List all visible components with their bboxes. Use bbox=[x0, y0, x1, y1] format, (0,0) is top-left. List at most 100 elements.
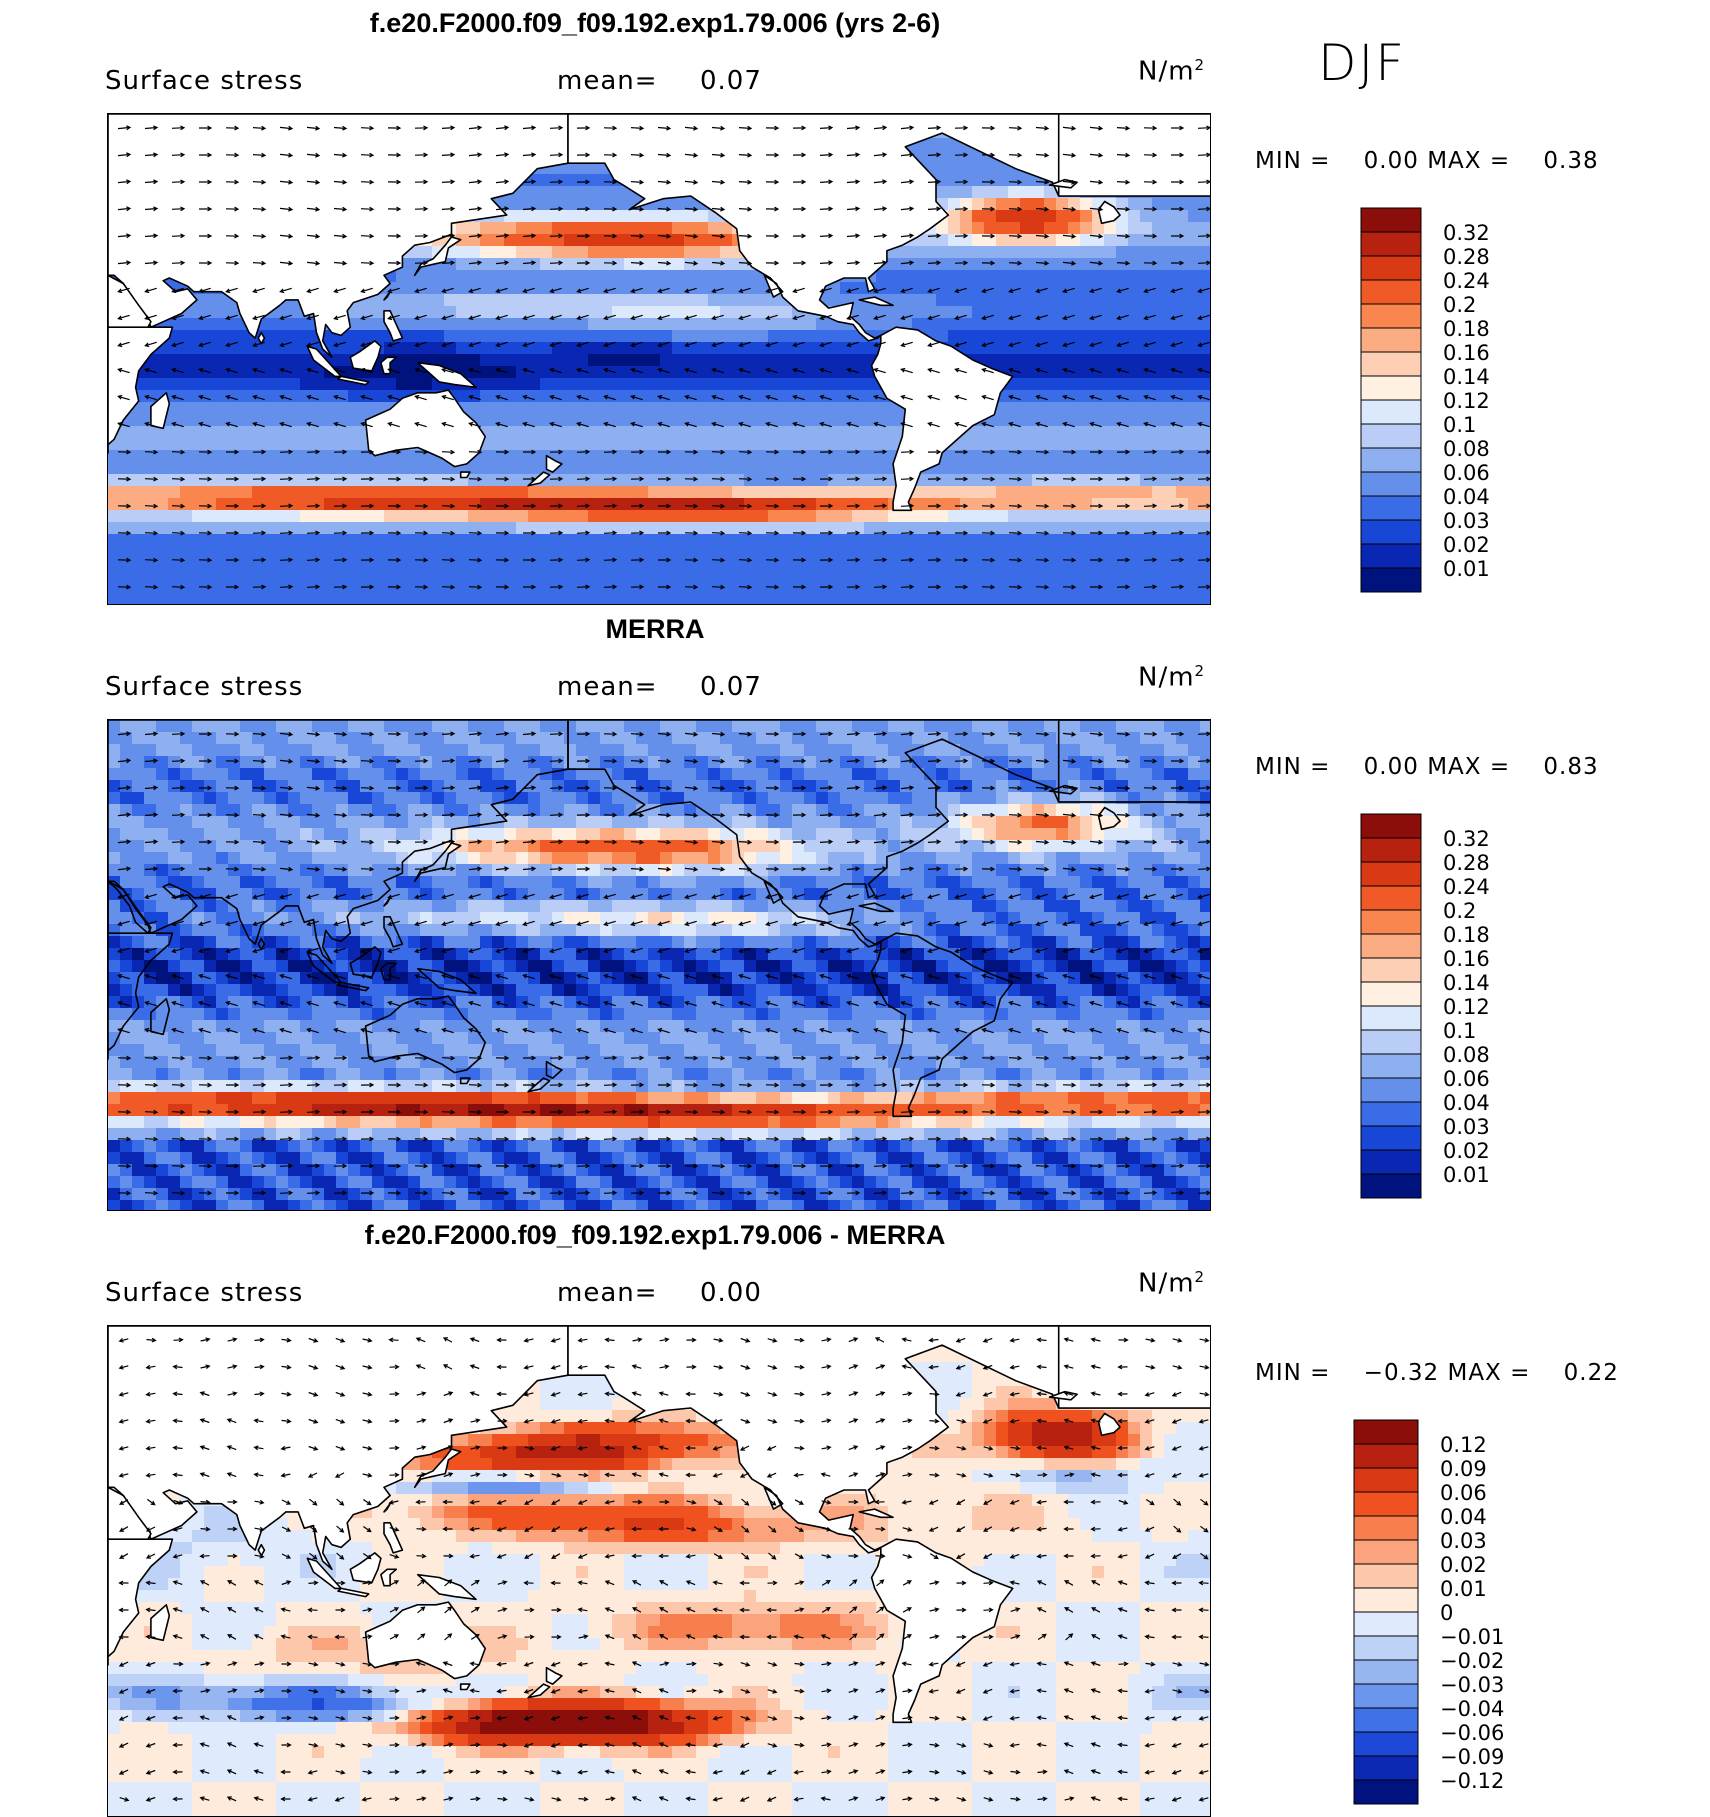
coastline-tasmania bbox=[459, 1683, 471, 1691]
colorbar-swatch bbox=[1353, 1731, 1419, 1757]
coastline-arabiaHorn bbox=[108, 1486, 152, 1540]
colorbar-swatch bbox=[1353, 1635, 1419, 1661]
coastline-australia bbox=[364, 1601, 486, 1680]
coastline-greenlandGap bbox=[1057, 1326, 1210, 1409]
colorbar-tick-label: −0.12 bbox=[1440, 1769, 1504, 1793]
colorbar-tick-label: −0.03 bbox=[1440, 1673, 1504, 1697]
colorbar-swatch bbox=[1360, 423, 1422, 449]
colorbar-tick-label: 0.2 bbox=[1443, 293, 1476, 317]
panel-obs: MERRA Surface stress mean= 0.07 N/m2 MIN… bbox=[0, 606, 1710, 1211]
coastline-japan bbox=[413, 1448, 462, 1489]
colorbar-swatch bbox=[1353, 1443, 1419, 1469]
colorbar-swatch bbox=[1360, 351, 1422, 377]
coastline-eurasia bbox=[108, 720, 569, 965]
colorbar-swatch bbox=[1360, 1101, 1422, 1127]
coastline-greenlandGap bbox=[1057, 114, 1210, 197]
colorbar-swatch bbox=[1353, 1683, 1419, 1709]
colorbar-tick-label: 0.24 bbox=[1443, 875, 1490, 899]
colorbar-swatch bbox=[1360, 1005, 1422, 1031]
colorbar-tick-label: 0.14 bbox=[1443, 365, 1490, 389]
coastline-srilanka bbox=[257, 937, 266, 951]
colorbar-swatch bbox=[1360, 471, 1422, 497]
colorbar-tick-label: 0.18 bbox=[1443, 317, 1490, 341]
colorbar-tick-label: 0.1 bbox=[1443, 1019, 1476, 1043]
colorbar-swatch bbox=[1353, 1563, 1419, 1589]
colorbar-tick-label: 0.28 bbox=[1443, 245, 1490, 269]
coastline-madagascar bbox=[150, 998, 171, 1036]
colorbar-model: 0.32 0.28 0.24 0.2 0.18 0.16 0.14 0.12 0.1 0.08 0.… bbox=[1360, 207, 1490, 594]
coastline-nzNorth bbox=[545, 454, 563, 473]
colorbar-tick-label: 0.18 bbox=[1443, 923, 1490, 947]
coastline-nzSouth bbox=[527, 1077, 551, 1093]
coastline-srilanka bbox=[257, 331, 266, 345]
coastline-africa bbox=[108, 880, 174, 1060]
coastline-tasmania bbox=[459, 471, 471, 479]
colorbar-swatch bbox=[1353, 1707, 1419, 1733]
map-model bbox=[107, 113, 1211, 605]
coastline-sulawesi bbox=[380, 962, 398, 981]
colorbar-tick-label: 0.04 bbox=[1440, 1505, 1487, 1529]
colorbar-tick-label: 0.08 bbox=[1443, 1043, 1490, 1067]
colorbar-swatch bbox=[1360, 399, 1422, 425]
mean-label: mean= bbox=[557, 1278, 658, 1308]
coastline-cuba bbox=[858, 902, 894, 913]
map-obs bbox=[107, 719, 1211, 1211]
coastline-sulawesi bbox=[380, 1568, 398, 1587]
colorbar-swatch bbox=[1353, 1659, 1419, 1685]
colorbar-tick-label: −0.09 bbox=[1440, 1745, 1504, 1769]
colorbar-tick-label: 0.03 bbox=[1443, 1115, 1490, 1139]
coastline-madagascar bbox=[150, 1604, 171, 1642]
variable-label: Surface stress bbox=[105, 672, 304, 702]
colorbar-swatch bbox=[1360, 255, 1422, 281]
panel-diff: f.e20.F2000.f09_f09.192.exp1.79.006 - ME… bbox=[0, 1212, 1710, 1817]
colorbar-tick-label: 0.09 bbox=[1440, 1457, 1487, 1481]
colorbar-tick-label: 0.12 bbox=[1443, 995, 1490, 1019]
coastline-greenlandGap bbox=[1057, 720, 1210, 803]
coastline-arabiaHorn bbox=[108, 274, 152, 328]
colorbar-tick-label: 0 bbox=[1440, 1601, 1453, 1625]
colorbar-tick-label: −0.01 bbox=[1440, 1625, 1504, 1649]
min-max-readout: MIN = 0.00 MAX = 0.38 bbox=[1255, 148, 1599, 174]
colorbar-tick-label: 0.28 bbox=[1443, 851, 1490, 875]
colorbar-tick-label: 0.04 bbox=[1443, 485, 1490, 509]
coastline-northamerica bbox=[567, 720, 1210, 948]
panel-title: f.e20.F2000.f09_f09.192.exp1.79.006 - ME… bbox=[364, 1220, 946, 1250]
coastline-borneo bbox=[349, 946, 382, 978]
colorbar-swatch bbox=[1360, 885, 1422, 911]
coastline-nzSouth bbox=[527, 1683, 551, 1699]
colorbar-tick-label: 0.16 bbox=[1443, 341, 1490, 365]
coastline-iceland bbox=[1048, 1390, 1078, 1401]
colorbar-tick-label: 0.08 bbox=[1443, 437, 1490, 461]
colorbar-swatch bbox=[1360, 861, 1422, 887]
colorbar-swatch bbox=[1360, 519, 1422, 545]
colorbar-tick-label: 0.06 bbox=[1443, 1067, 1490, 1091]
variable-label: Surface stress bbox=[105, 1278, 304, 1308]
colorbar-tick-label: 0.04 bbox=[1443, 1091, 1490, 1115]
stress-vectors bbox=[117, 125, 1210, 590]
coastline-java bbox=[337, 375, 370, 386]
colorbar-swatch bbox=[1353, 1515, 1419, 1541]
colorbar-tick-label: −0.04 bbox=[1440, 1697, 1504, 1721]
colorbar-swatch bbox=[1360, 837, 1422, 863]
colorbar-swatch bbox=[1360, 1077, 1422, 1103]
coastline-australia bbox=[364, 389, 486, 468]
colorbar-swatch bbox=[1353, 1539, 1419, 1565]
colorbar-swatch bbox=[1360, 1053, 1422, 1079]
coastline-arabiaHorn bbox=[108, 880, 152, 934]
colorbar-tick-label: 0.16 bbox=[1443, 947, 1490, 971]
colorbar-tick-label: −0.06 bbox=[1440, 1721, 1504, 1745]
coastline-philippines bbox=[383, 916, 404, 948]
colorbar-tick-label: 0.01 bbox=[1440, 1577, 1487, 1601]
coastline-nzSouth bbox=[527, 471, 551, 487]
colorbar-tick-label: −0.02 bbox=[1440, 1649, 1504, 1673]
colorbar-swatch bbox=[1353, 1611, 1419, 1637]
colorbar-swatch bbox=[1360, 1173, 1422, 1199]
coastline-northamerica bbox=[567, 114, 1210, 342]
season-label: DJF bbox=[1318, 34, 1407, 92]
colorbar-tick-label: 0.02 bbox=[1440, 1553, 1487, 1577]
variable-label: Surface stress bbox=[105, 66, 304, 96]
colorbar-swatch bbox=[1360, 909, 1422, 935]
coastline-sumatra bbox=[306, 345, 342, 378]
coastline-nzNorth bbox=[545, 1666, 563, 1685]
coastline-philippines bbox=[383, 1522, 404, 1554]
